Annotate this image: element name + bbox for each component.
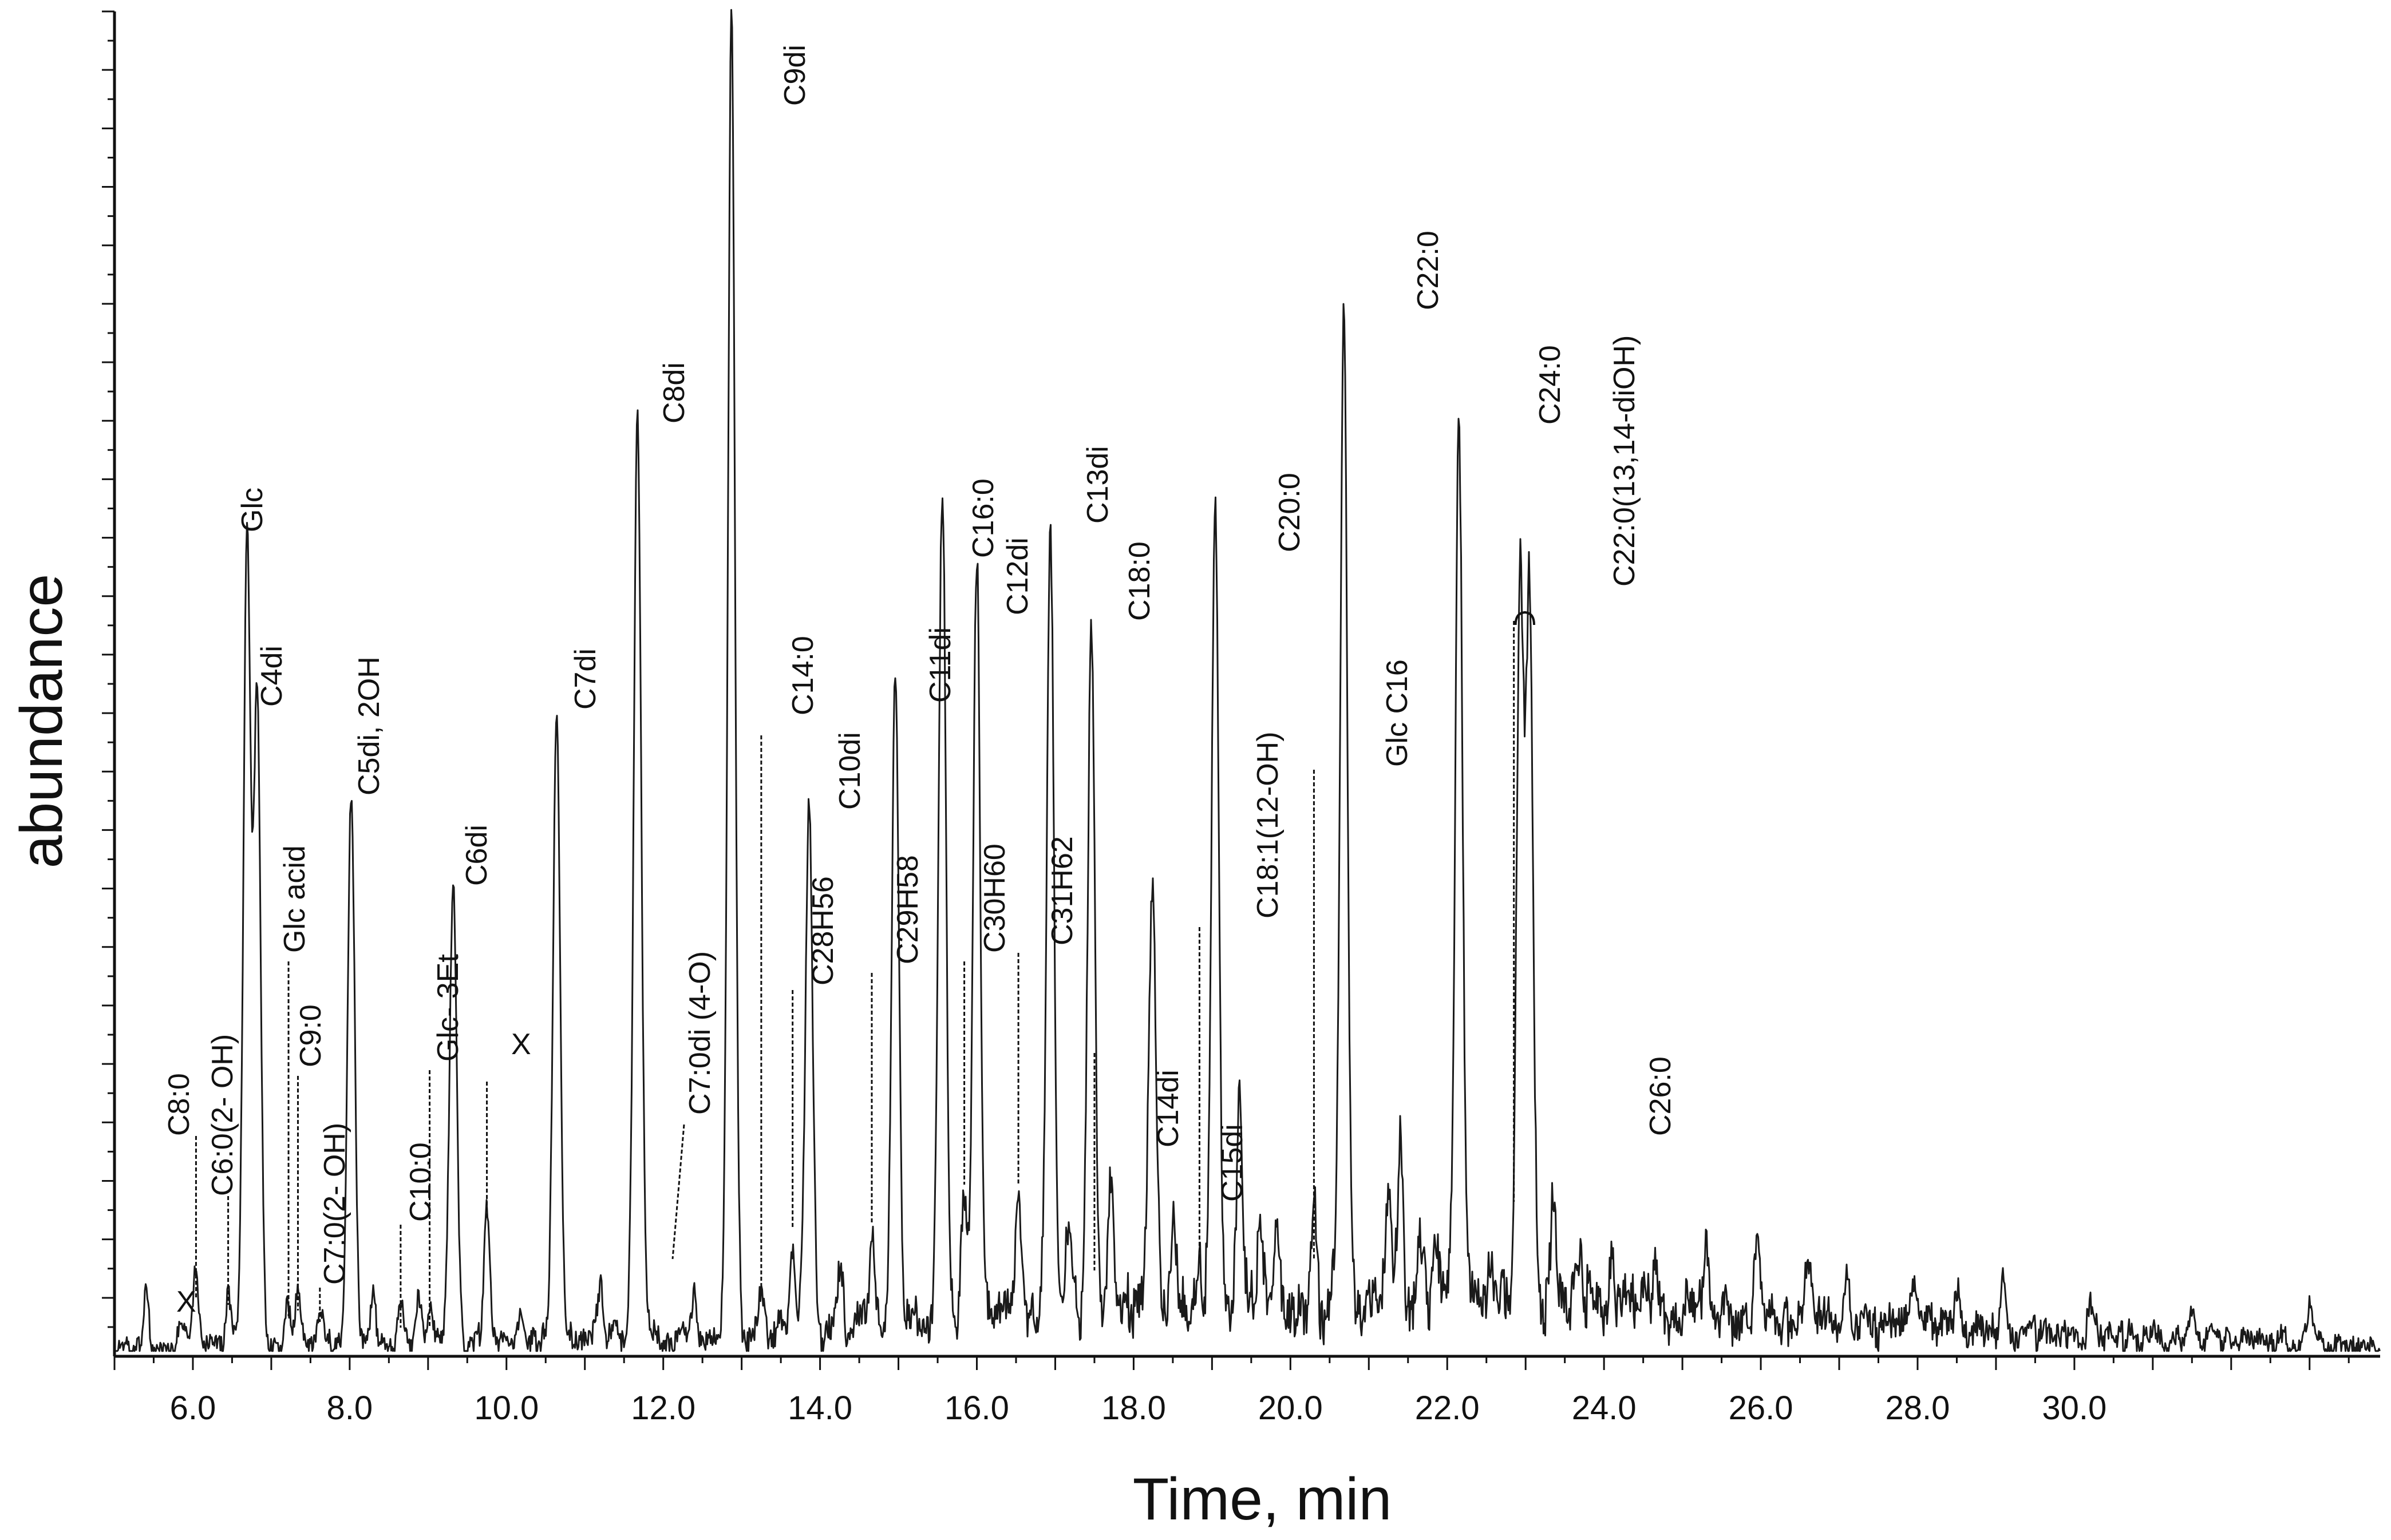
peak-label-c14-0: C14:0 — [787, 636, 820, 715]
peak-label-c10-0: C10:0 — [404, 1142, 437, 1222]
peak-label-c5di-2oh: C5di, 2OH — [353, 656, 386, 795]
peak-label-c28h56: C28H56 — [807, 876, 840, 985]
x-tick-label: 22.0 — [1415, 1389, 1480, 1427]
x-tick-label: 18.0 — [1101, 1389, 1166, 1427]
peak-label-c6di: C6di — [460, 825, 493, 886]
peak-label-c8-0: C8:0 — [163, 1073, 196, 1136]
peak-label-glc: Glc — [236, 488, 269, 532]
peak-label-x: X — [511, 1028, 531, 1061]
peak-label-c22-0: C22:0 — [1412, 231, 1445, 310]
x-tick-label: 20.0 — [1258, 1389, 1323, 1427]
peak-label-c7-0di-4-o: C7:0di (4-O) — [683, 951, 717, 1115]
peak-label-glc-c16: Glc C16 — [1381, 659, 1414, 767]
peak-label-glc-acid: Glc acid — [278, 845, 311, 953]
peak-label-c10di: C10di — [833, 732, 867, 810]
x-tick-label: 10.0 — [474, 1389, 539, 1427]
peak-label-c8di: C8di — [658, 362, 691, 423]
x-tick-label: 6.0 — [170, 1389, 216, 1427]
peak-pair-brace — [1514, 611, 1536, 625]
peak-label-c6-0-2-oh: C6:0(2- OH) — [206, 1034, 239, 1196]
x-tick-label: 8.0 — [327, 1389, 373, 1427]
peak-label-c16-0: C16:0 — [967, 478, 1000, 558]
x-tick-label: 24.0 — [1572, 1389, 1637, 1427]
peak-label-c9di: C9di — [778, 45, 812, 106]
x-axis-ticks — [113, 1356, 2350, 1370]
peak-label-c13di: C13di — [1081, 446, 1115, 524]
peak-label-c4di: C4di — [255, 646, 288, 707]
x-tick-label: 14.0 — [788, 1389, 852, 1427]
y-axis-title: abundance — [9, 574, 75, 869]
peak-label-c18-1-12-oh: C18:1(12-OH) — [1251, 731, 1285, 919]
peak-label-c7-0-2-oh: C7:0(2- OH) — [318, 1123, 351, 1285]
peak-label-c20-0: C20:0 — [1273, 473, 1306, 552]
peak-label-c15di: C15di — [1216, 1124, 1249, 1202]
peak-label-c7di: C7di — [569, 648, 602, 710]
peak-label-c29h58: C29H58 — [891, 855, 924, 964]
peak-label-c30h60: C30H60 — [978, 844, 1011, 953]
peak-label-leaders — [195, 621, 1515, 1328]
peak-label-glc-3et: Glc- 3Et — [432, 954, 465, 1062]
peak-label-c22-0-13-14-dioh: C22:0(13,14-diOH) — [1608, 335, 1641, 587]
peak-labels: X C8:0 C6:0(2- OH) Glc C4di Glc acid C9:0 C7:0(… — [163, 45, 1677, 1319]
x-tick-label: 16.0 — [944, 1389, 1009, 1427]
x-tick-label: 28.0 — [1886, 1389, 1950, 1427]
x-tick-label: 30.0 — [2042, 1389, 2107, 1427]
peak-label-c24-0: C24:0 — [1534, 345, 1567, 425]
x-axis-tick-labels: 6.0 8.0 10.0 12.0 14.0 16.0 18.0 20.0 22.0 24.0 26… — [170, 1389, 2107, 1427]
peak-label-c18-0: C18:0 — [1123, 541, 1156, 621]
peak-label-c26-0: C26:0 — [1644, 1056, 1677, 1136]
chromatogram-trace — [116, 9, 2381, 1352]
peak-label-x: X — [176, 1285, 196, 1319]
peak-label-c31h62: C31H62 — [1046, 836, 1079, 945]
peak-label-c14di: C14di — [1152, 1070, 1185, 1147]
peak-label-c9-0: C9:0 — [294, 1004, 327, 1067]
x-axis-title: Time, min — [1133, 1466, 1392, 1533]
x-tick-label: 12.0 — [631, 1389, 695, 1427]
peak-label-c12di: C12di — [1001, 537, 1034, 615]
x-tick-label: 26.0 — [1729, 1389, 1793, 1427]
peak-label-c11di: C11di — [924, 627, 957, 703]
leader-line — [671, 1124, 685, 1260]
